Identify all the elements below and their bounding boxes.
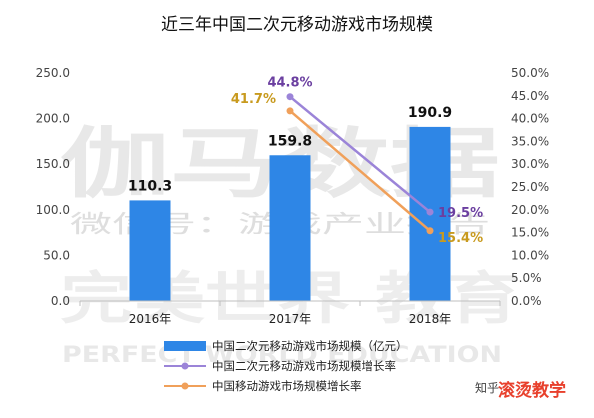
legend: 中国二次元移动游戏市场规模（亿元） 中国二次元移动游戏市场规模增长率中国移动游戏市… <box>164 339 408 393</box>
bar <box>269 155 311 301</box>
left-tick-label: 100.0 <box>36 203 70 217</box>
x-category-label: 2016年 <box>129 312 172 326</box>
series-value-label: 44.8% <box>267 76 312 91</box>
brand-mark: 滚烫教学 <box>498 380 566 401</box>
series-value-label: 41.7% <box>231 92 276 107</box>
left-tick-label: 50.0 <box>43 248 70 262</box>
right-tick-label: 0.0% <box>511 294 542 308</box>
series-point <box>426 227 434 235</box>
x-category-label: 2017年 <box>269 312 312 326</box>
series-line <box>289 95 431 214</box>
chart-title: 近三年中国二次元移动游戏市场规模 <box>161 15 433 35</box>
right-tick-label: 50.0% <box>511 66 549 80</box>
watermark-text-4: PERFECT WORLD EDUCATION <box>62 343 502 368</box>
bar <box>129 200 171 301</box>
zhihu-mark: 知乎 <box>475 381 499 395</box>
right-tick-label: 15.0% <box>511 226 549 240</box>
series-line <box>289 109 431 232</box>
right-axis: 0.0% 5.0% 10.0% 15.0% 20.0% 25.0% 30.0% 35.0% 40… <box>511 66 549 308</box>
left-tick-label: 200.0 <box>36 112 70 126</box>
bar-series: 110.3 159.8 190.9 <box>128 105 452 301</box>
legend-swatch-bar <box>164 341 206 351</box>
bar-value-label: 110.3 <box>128 178 172 194</box>
right-tick-label: 25.0% <box>511 180 549 194</box>
bar-value-label: 190.9 <box>408 105 452 121</box>
series-value-label: 19.5% <box>438 206 483 221</box>
line-series: 44.8% 19.5% 41.7% 15.4% <box>231 76 483 246</box>
x-category-label: 2018年 <box>409 312 452 326</box>
x-axis: 2016年 2017年 2018年 <box>79 300 501 326</box>
left-tick-label: 150.0 <box>36 157 70 171</box>
right-tick-label: 5.0% <box>511 271 542 285</box>
right-tick-label: 10.0% <box>511 248 549 262</box>
legend-label: 中国二次元移动游戏市场规模增长率 <box>212 359 396 373</box>
right-tick-label: 20.0% <box>511 203 549 217</box>
right-tick-label: 40.0% <box>511 112 549 126</box>
legend-swatch-marker <box>181 362 189 370</box>
legend-label: 中国移动游戏市场规模增长率 <box>212 379 362 393</box>
series-point <box>426 208 434 216</box>
left-tick-label: 250.0 <box>36 66 70 80</box>
series-point <box>286 93 294 101</box>
left-tick-label: 0.0 <box>51 294 70 308</box>
legend-label: 中国二次元移动游戏市场规模（亿元） <box>212 339 408 353</box>
right-tick-label: 45.0% <box>511 89 549 103</box>
bar-value-label: 159.8 <box>268 133 312 149</box>
right-tick-label: 30.0% <box>511 157 549 171</box>
left-axis: 0.0 50.0 100.0 150.0 200.0 250.0 <box>36 66 70 308</box>
right-tick-label: 35.0% <box>511 134 549 148</box>
series-value-label: 15.4% <box>438 231 483 246</box>
legend-swatch-marker <box>181 382 189 390</box>
series-point <box>286 107 294 115</box>
